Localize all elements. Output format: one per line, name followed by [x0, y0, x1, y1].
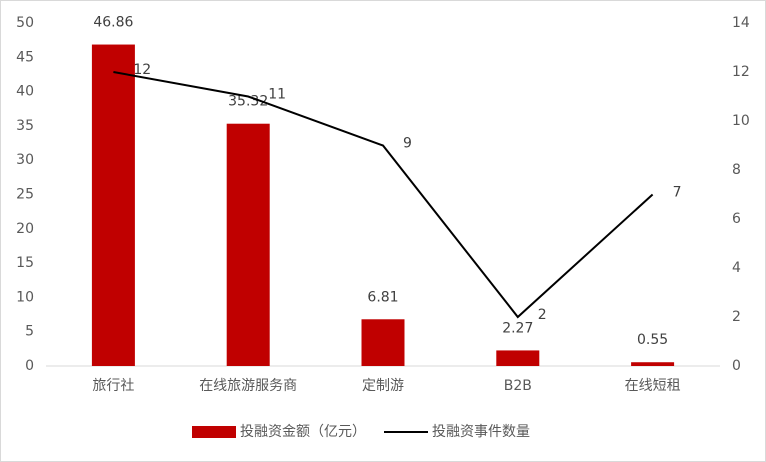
y-tick-label: 50	[16, 15, 34, 31]
y-tick-label: 10	[16, 289, 34, 305]
y2-tick-label: 10	[732, 113, 750, 129]
y-tick-label: 35	[16, 118, 34, 134]
bar-label: 2.27	[502, 320, 533, 336]
bar	[496, 350, 540, 366]
x-tick-label: B2B	[504, 378, 532, 394]
y-tick-label: 45	[16, 49, 34, 65]
y2-tick-label: 0	[732, 358, 741, 374]
x-tick-label: 定制游	[362, 378, 404, 394]
y-tick-label: 25	[16, 187, 34, 203]
bar-label: 6.81	[367, 289, 398, 305]
bar	[631, 362, 675, 366]
y2-tick-label: 2	[732, 309, 741, 325]
y2-tick-label: 4	[732, 260, 741, 276]
y2-tick-label: 6	[732, 211, 741, 227]
line-label: 7	[673, 185, 682, 201]
legend-label: 投融资事件数量	[432, 424, 530, 440]
y-tick-label: 15	[16, 255, 34, 271]
legend-swatch	[192, 426, 236, 438]
y2-tick-label: 8	[732, 162, 741, 178]
bar-label: 46.86	[93, 15, 133, 31]
y-tick-label: 0	[25, 358, 34, 374]
legend-label: 投融资金额（亿元）	[240, 424, 366, 440]
line-label: 12	[133, 62, 151, 78]
y-tick-label: 30	[16, 152, 34, 168]
bar	[226, 123, 270, 366]
x-tick-label: 旅行社	[92, 378, 134, 394]
line-label: 9	[403, 136, 412, 152]
y2-tick-label: 12	[732, 64, 750, 80]
y-tick-label: 20	[16, 221, 34, 237]
bar	[91, 44, 135, 366]
x-tick-label: 在线短租	[625, 378, 681, 394]
x-tick-label: 在线旅游服务商	[199, 378, 297, 394]
y2-tick-label: 14	[732, 15, 750, 31]
bar	[361, 319, 405, 366]
line-label: 2	[538, 307, 547, 323]
bar-label: 0.55	[637, 332, 668, 348]
y-tick-label: 5	[25, 324, 34, 340]
bar-label: 35.32	[228, 94, 268, 110]
line	[113, 71, 654, 319]
y-tick-label: 40	[16, 84, 34, 100]
line-label: 11	[268, 87, 286, 103]
